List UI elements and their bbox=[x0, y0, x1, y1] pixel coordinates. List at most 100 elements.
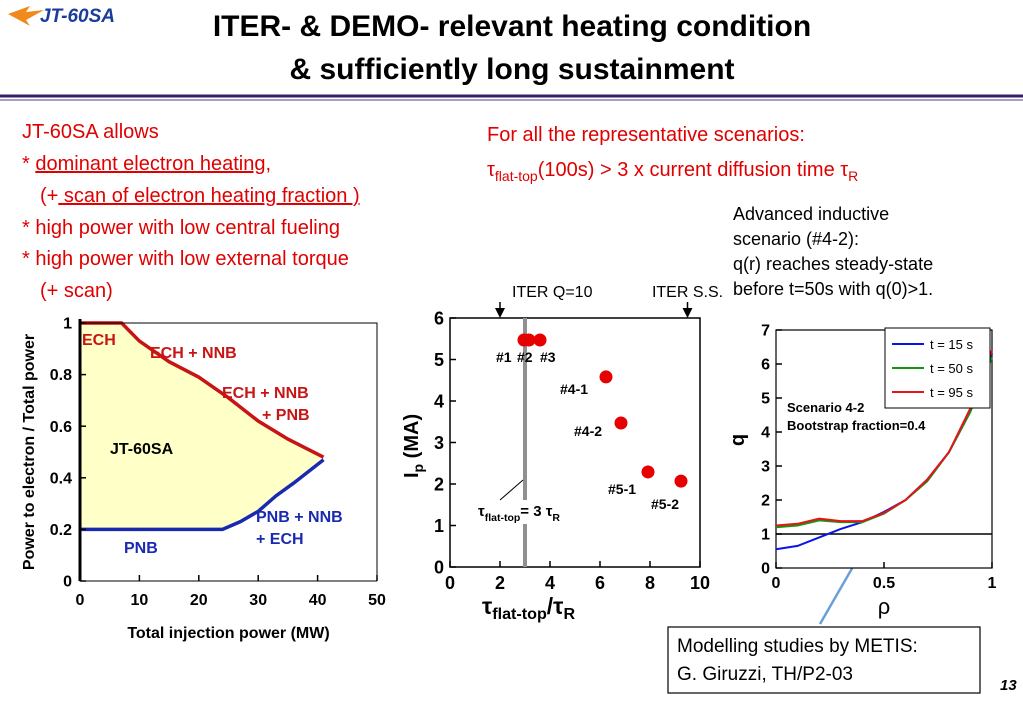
point-label: #2 bbox=[517, 349, 533, 365]
point-label: #3 bbox=[540, 349, 556, 365]
y-tick-label: 0 bbox=[761, 561, 770, 578]
y-axis-label: Ip (MA) bbox=[401, 414, 426, 478]
x-tick-label: 10 bbox=[690, 573, 710, 593]
scenario-point bbox=[641, 465, 655, 479]
callout-text: Modelling studies by METIS: bbox=[677, 636, 918, 657]
text-span: τ bbox=[487, 159, 495, 181]
boundary-line bbox=[80, 321, 325, 459]
title-line: ITER- & DEMO- relevant heating condition bbox=[213, 10, 811, 43]
legend-label: t = 50 s bbox=[930, 361, 973, 376]
y-tick-label: 1 bbox=[63, 316, 72, 333]
y-tick-label: 2 bbox=[761, 493, 770, 510]
boundary-line bbox=[80, 458, 325, 532]
callout-box bbox=[667, 626, 981, 694]
text-span: R bbox=[563, 605, 575, 623]
x-tick-label: 20 bbox=[190, 592, 208, 609]
x-tick-label: 40 bbox=[309, 592, 327, 609]
y-tick-label: 7 bbox=[761, 323, 770, 340]
x-tick-label: 8 bbox=[645, 573, 655, 593]
point-label: #5-1 bbox=[608, 481, 636, 497]
bullet-text: * dominant electron heating, bbox=[22, 153, 271, 175]
y-tick-label: 2 bbox=[434, 474, 444, 494]
scenario-point bbox=[674, 474, 688, 488]
x-tick-label: 2 bbox=[495, 573, 505, 593]
text-span: R bbox=[848, 168, 858, 184]
text-span: JT-60SA allows bbox=[22, 121, 159, 143]
scenario-text: before t=50s with q(0)>1. bbox=[733, 279, 933, 299]
page-number: 13 bbox=[1000, 677, 1017, 694]
arrow-label: ITER S.S. bbox=[652, 284, 723, 301]
point-label: #1 bbox=[496, 349, 512, 365]
y-tick-label: 1 bbox=[434, 516, 444, 536]
y-tick-label: 0.2 bbox=[50, 522, 72, 539]
y-tick-label: 3 bbox=[434, 433, 444, 453]
text-span: p bbox=[410, 464, 426, 473]
region-label: ECH + NNB bbox=[222, 385, 309, 402]
y-tick-label: 0.4 bbox=[50, 470, 72, 487]
scenario-point bbox=[522, 333, 536, 347]
y-tick-label: 6 bbox=[434, 308, 444, 328]
text-span: (+ bbox=[40, 185, 58, 207]
text-span: (100s) > 3 x current diffusion time τ bbox=[538, 159, 849, 181]
y-tick-label: 0 bbox=[63, 574, 72, 591]
logo-text: JT-60SA bbox=[40, 6, 115, 27]
y-tick-label: 5 bbox=[434, 350, 444, 370]
bullet-text: (+ scan) bbox=[40, 280, 113, 302]
plot-annotation: Bootstrap fraction=0.4 bbox=[787, 418, 926, 433]
arrow-label: ITER Q=10 bbox=[512, 284, 593, 301]
x-axis-label: ρ bbox=[878, 594, 891, 619]
y-tick-label: 5 bbox=[761, 391, 770, 408]
text-span: For all the representative scenarios: bbox=[487, 124, 805, 146]
y-axis-label: q bbox=[727, 434, 749, 446]
title-line: & sufficiently long sustainment bbox=[289, 53, 734, 86]
x-tick-label: 10 bbox=[131, 592, 149, 609]
text-span: scan of electron heating fraction ) bbox=[58, 185, 359, 207]
region-label: ECH bbox=[82, 332, 116, 349]
text-span: = 3 τ bbox=[520, 503, 552, 520]
x-tick-label: 0 bbox=[772, 575, 781, 592]
y-tick-label: 4 bbox=[434, 391, 444, 411]
text-span: * bbox=[22, 153, 35, 175]
text-span: dominant electron heating, bbox=[35, 153, 271, 175]
x-tick-label: 6 bbox=[595, 573, 605, 593]
y-tick-label: 1 bbox=[761, 527, 770, 544]
text-span: R bbox=[552, 512, 560, 524]
arrow-head bbox=[495, 308, 505, 318]
callout-pointer bbox=[818, 557, 860, 625]
bullet-text: * high power with low external torque bbox=[22, 248, 349, 270]
region-fill bbox=[80, 323, 324, 530]
text-span: /τ bbox=[547, 593, 564, 619]
x-tick-label: 4 bbox=[545, 573, 555, 593]
plot-frame bbox=[449, 317, 701, 568]
region-label: JT-60SA bbox=[110, 441, 174, 458]
x-axis-label: Total injection power (MW) bbox=[127, 625, 329, 642]
region-label: PNB bbox=[124, 540, 158, 557]
x-tick-label: 0 bbox=[76, 592, 85, 609]
legend-label: t = 95 s bbox=[930, 385, 973, 400]
text-span: flat-top bbox=[485, 512, 521, 524]
text-span: τ bbox=[478, 503, 485, 520]
bullet-text: (+ scan of electron heating fraction ) bbox=[40, 185, 360, 207]
text-span: flat-top bbox=[495, 168, 538, 184]
y-axis-label: Power to electron / Total power bbox=[21, 334, 38, 570]
text-span: flat-top bbox=[492, 605, 547, 623]
text-span: (+ scan) bbox=[40, 280, 113, 302]
scenario-text: scenario (#4-2): bbox=[733, 229, 859, 249]
x-tick-label: 0 bbox=[445, 573, 455, 593]
scenario-point bbox=[599, 370, 613, 384]
region-label: PNB + NNB bbox=[256, 509, 343, 526]
y-tick-label: 3 bbox=[761, 459, 770, 476]
plot-annotation: Scenario 4-2 bbox=[787, 400, 864, 415]
point-label: #5-2 bbox=[651, 496, 679, 512]
x-tick-label: 1 bbox=[988, 575, 997, 592]
scenario-text: Advanced inductive bbox=[733, 204, 889, 224]
callout-text: G. Giruzzi, TH/P2-03 bbox=[677, 664, 853, 685]
x-tick-label: 50 bbox=[368, 592, 386, 609]
reference-label-box bbox=[475, 500, 585, 524]
region-label: + ECH bbox=[256, 531, 304, 548]
highlight-text: For all the representative scenarios: bbox=[487, 124, 805, 146]
bullet-text: * high power with low central fueling bbox=[22, 217, 340, 239]
region-label: + PNB bbox=[262, 407, 310, 424]
